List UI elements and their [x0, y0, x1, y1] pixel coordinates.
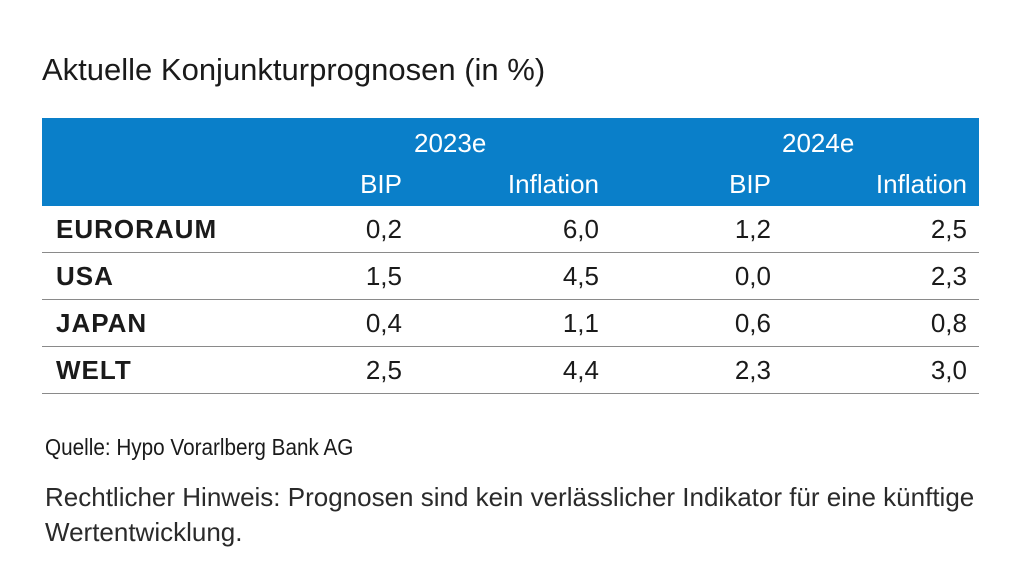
chart-title: Aktuelle Konjunkturprognosen (in %): [42, 52, 546, 87]
legal-disclaimer: Rechtlicher Hinweis: Prognosen sind kein…: [45, 482, 975, 547]
column-header-bip-2023: BIP: [360, 169, 402, 199]
column-header-inflation-2023: Inflation: [507, 169, 599, 199]
table-cell: 0,4: [365, 308, 402, 338]
table-cell: 0,8: [930, 308, 967, 338]
row-label: USA: [56, 261, 114, 291]
row-label: EURORAUM: [56, 214, 218, 244]
table-cell: 1,2: [734, 214, 771, 244]
table-cell: 1,5: [365, 261, 402, 291]
table-row: WELT 2,5 4,4 2,3 3,0: [42, 347, 979, 394]
column-header-bip-2024: BIP: [729, 169, 771, 199]
table-cell: 6,0: [562, 214, 599, 244]
table-cell: 3,0: [930, 355, 967, 385]
row-label: JAPAN: [56, 308, 148, 338]
forecast-table: 2023e 2024e BIP Inflation BIP Inflation …: [42, 118, 979, 394]
table-cell: 4,4: [562, 355, 599, 385]
table-cell: 2,5: [930, 214, 967, 244]
source-note: Quelle: Hypo Vorarlberg Bank AG: [45, 434, 354, 460]
row-label: WELT: [56, 355, 132, 385]
column-header-inflation-2024: Inflation: [875, 169, 967, 199]
table-cell: 2,3: [930, 261, 967, 291]
year-header-2023: 2023e: [414, 128, 487, 158]
table-cell: 4,5: [562, 261, 599, 291]
table-cell: 1,1: [562, 308, 599, 338]
table-row: JAPAN 0,4 1,1 0,6 0,8: [42, 300, 979, 347]
table-cell: 0,0: [734, 261, 771, 291]
table-cell: 0,2: [365, 214, 402, 244]
table-cell: 2,5: [365, 355, 402, 385]
table-cell: 0,6: [734, 308, 771, 338]
table-row: USA 1,5 4,5 0,0 2,3: [42, 253, 979, 300]
year-header-2024: 2024e: [782, 128, 855, 158]
table-cell: 2,3: [734, 355, 771, 385]
table-row: EURORAUM 0,2 6,0 1,2 2,5: [42, 206, 979, 253]
table-header: 2023e 2024e BIP Inflation BIP Inflation: [42, 118, 979, 206]
